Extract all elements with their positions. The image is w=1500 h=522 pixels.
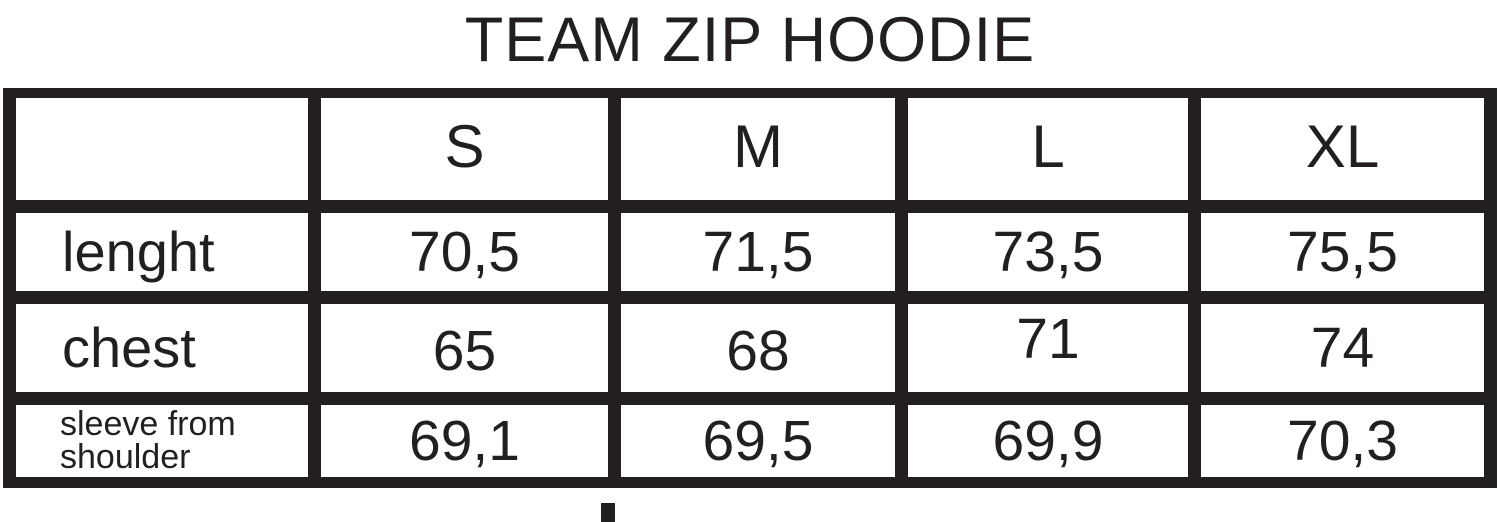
value-cell-chest-l: 71 xyxy=(895,291,1201,405)
header-row: S M L XL xyxy=(3,88,1497,213)
value-cell-chest-m: 68 xyxy=(608,291,908,405)
header-cell-size-m: M xyxy=(608,88,908,213)
table-row-sleeve-from-shoulder: sleeve from shoulder 69,1 69,5 69,9 70,3 xyxy=(3,392,1497,488)
header-cell-blank xyxy=(3,88,321,213)
value-cell-sleeve-xl: 70,3 xyxy=(1188,392,1497,488)
value-cell-chest-xl: 74 xyxy=(1188,291,1497,405)
size-chart-table: S M L XL lenght 70,5 71,5 73,5 75,5 ches… xyxy=(3,88,1497,488)
column-divider-stub xyxy=(601,503,615,522)
row-label-sleeve-from-shoulder: sleeve from shoulder xyxy=(3,392,321,488)
value-cell-chest-s: 65 xyxy=(308,291,621,405)
value-cell-sleeve-l: 69,9 xyxy=(895,392,1201,488)
value-cell-sleeve-m: 69,5 xyxy=(608,392,908,488)
value-cell-lenght-s: 70,5 xyxy=(308,200,621,304)
value-cell-lenght-xl: 75,5 xyxy=(1188,200,1497,304)
table-row-chest: chest 65 68 71 74 xyxy=(3,291,1497,405)
value-cell-lenght-m: 71,5 xyxy=(608,200,908,304)
header-cell-size-xl: XL xyxy=(1188,88,1497,213)
table-row-lenght: lenght 70,5 71,5 73,5 75,5 xyxy=(3,200,1497,304)
page-title: TEAM ZIP HOODIE xyxy=(464,5,1036,75)
header-cell-size-l: L xyxy=(895,88,1201,213)
value-cell-sleeve-s: 69,1 xyxy=(308,392,621,488)
row-label-lenght: lenght xyxy=(3,200,321,304)
header-cell-size-s: S xyxy=(308,88,621,213)
value-cell-lenght-l: 73,5 xyxy=(895,200,1201,304)
row-label-chest: chest xyxy=(3,291,321,405)
